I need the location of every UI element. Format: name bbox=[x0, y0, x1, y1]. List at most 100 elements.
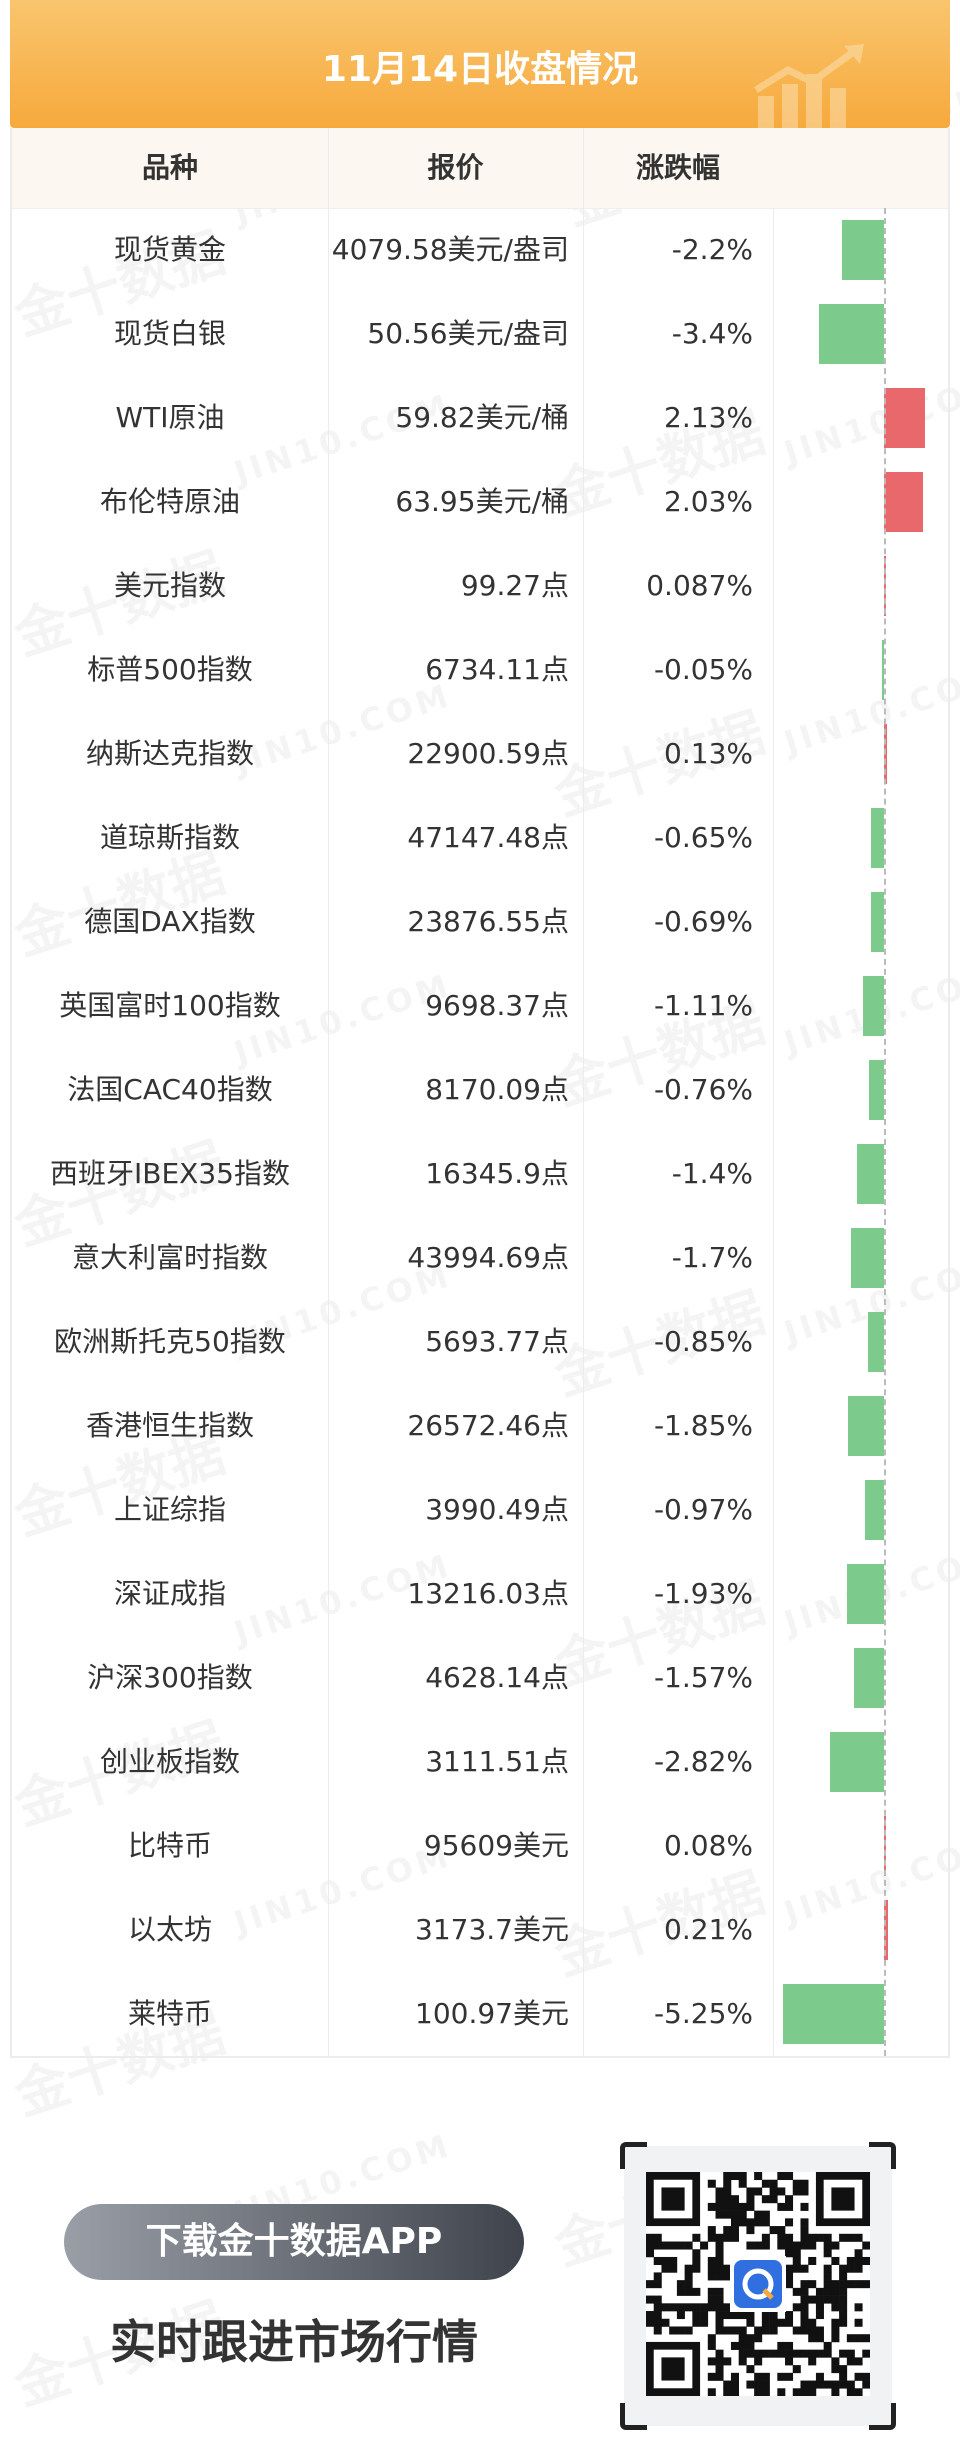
table-row: 创业板指数 3111.51点 -2.82% bbox=[12, 1720, 948, 1804]
instrument-change: 0.21% bbox=[664, 1913, 753, 1946]
instrument-change: -0.76% bbox=[653, 1073, 753, 1106]
qr-corner-mark bbox=[869, 2403, 896, 2430]
instrument-change: -2.82% bbox=[653, 1745, 753, 1778]
instrument-price: 50.56美元/盎司 bbox=[367, 317, 569, 350]
instrument-name: 欧洲斯托克50指数 bbox=[54, 1325, 286, 1358]
table-row: 布伦特原油 63.95美元/桶 2.03% bbox=[12, 460, 948, 544]
instrument-change: -0.85% bbox=[653, 1325, 753, 1358]
change-bar bbox=[882, 640, 884, 700]
instrument-name: 沪深300指数 bbox=[87, 1661, 253, 1694]
table-row: 现货白银 50.56美元/盎司 -3.4% bbox=[12, 292, 948, 376]
change-bar bbox=[869, 1060, 884, 1120]
instrument-change: -3.4% bbox=[671, 317, 753, 350]
instrument-change: -1.85% bbox=[653, 1409, 753, 1442]
change-bar bbox=[865, 1480, 884, 1540]
table-row: 英国富时100指数 9698.37点 -1.11% bbox=[12, 964, 948, 1048]
column-header-price: 报价 bbox=[427, 151, 484, 184]
trend-up-icon bbox=[754, 44, 864, 128]
change-bar bbox=[884, 388, 925, 448]
table-row: 法国CAC40指数 8170.09点 -0.76% bbox=[12, 1048, 948, 1132]
instrument-name: 布伦特原油 bbox=[99, 485, 240, 518]
slogan-text: 实时跟进市场行情 bbox=[110, 2315, 478, 2369]
instrument-name: 现货黄金 bbox=[113, 233, 226, 266]
table-row: 比特币 95609美元 0.08% bbox=[12, 1804, 948, 1888]
instrument-name: 意大利富时指数 bbox=[71, 1241, 268, 1274]
table-row: 美元指数 99.27点 0.087% bbox=[12, 544, 948, 628]
instrument-name: WTI原油 bbox=[115, 401, 225, 434]
instrument-price: 6734.11点 bbox=[425, 653, 569, 686]
instrument-change: -1.4% bbox=[671, 1157, 753, 1190]
instrument-price: 26572.46点 bbox=[407, 1409, 569, 1442]
qr-corner-mark bbox=[869, 2142, 896, 2169]
instrument-price: 59.82美元/桶 bbox=[395, 401, 569, 434]
instrument-change: -5.25% bbox=[653, 1997, 753, 2030]
instrument-change: -0.05% bbox=[653, 653, 753, 686]
instrument-name: 美元指数 bbox=[113, 569, 226, 602]
instrument-name: 创业板指数 bbox=[99, 1745, 240, 1778]
instrument-change: -1.93% bbox=[653, 1577, 753, 1610]
qr-corner-mark bbox=[620, 2142, 647, 2169]
instrument-price: 63.95美元/桶 bbox=[395, 485, 569, 518]
change-bar bbox=[818, 304, 884, 364]
table-row: 沪深300指数 4628.14点 -1.57% bbox=[12, 1636, 948, 1720]
change-bar bbox=[871, 808, 884, 868]
instrument-price: 22900.59点 bbox=[407, 737, 569, 770]
instrument-change: -0.65% bbox=[653, 821, 753, 854]
instrument-change: 0.087% bbox=[646, 569, 753, 602]
instrument-change: -2.2% bbox=[671, 233, 753, 266]
header-banner: 11月14日收盘情况 bbox=[10, 0, 950, 128]
instrument-price: 43994.69点 bbox=[407, 1241, 569, 1274]
instrument-name: 现货白银 bbox=[113, 317, 226, 350]
instrument-change: 2.03% bbox=[664, 485, 753, 518]
change-bar bbox=[783, 1984, 884, 2044]
table-row: 道琼斯指数 47147.48点 -0.65% bbox=[12, 796, 948, 880]
table-row: 现货黄金 4079.58美元/盎司 -2.2% bbox=[12, 208, 948, 292]
instrument-price: 23876.55点 bbox=[407, 905, 569, 938]
instrument-price: 95609美元 bbox=[423, 1829, 569, 1862]
instrument-price: 9698.37点 bbox=[425, 989, 569, 1022]
instrument-price: 47147.48点 bbox=[407, 821, 569, 854]
instrument-price: 5693.77点 bbox=[425, 1325, 569, 1358]
table-row: 德国DAX指数 23876.55点 -0.69% bbox=[12, 880, 948, 964]
instrument-change: -0.97% bbox=[653, 1493, 753, 1526]
change-bar bbox=[853, 1648, 884, 1708]
instrument-price: 13216.03点 bbox=[407, 1577, 569, 1610]
instrument-price: 100.97美元 bbox=[415, 1997, 569, 2030]
page-title: 11月14日收盘情况 bbox=[321, 49, 639, 90]
table-row: 深证成指 13216.03点 -1.93% bbox=[12, 1552, 948, 1636]
table-row: 纳斯达克指数 22900.59点 0.13% bbox=[12, 712, 948, 796]
instrument-name: 深证成指 bbox=[113, 1577, 226, 1610]
column-header-change: 涨跌幅 bbox=[635, 151, 720, 184]
table-row: 欧洲斯托克50指数 5693.77点 -0.85% bbox=[12, 1300, 948, 1384]
instrument-price: 3111.51点 bbox=[425, 1745, 569, 1778]
qr-code-icon[interactable] bbox=[646, 2172, 870, 2396]
table-row: 上证综指 3990.49点 -0.97% bbox=[12, 1468, 948, 1552]
instrument-change: -1.11% bbox=[653, 989, 753, 1022]
column-divider bbox=[328, 128, 329, 2056]
change-bar bbox=[841, 220, 884, 280]
instrument-name: 以太坊 bbox=[127, 1913, 212, 1946]
instrument-price: 4628.14点 bbox=[425, 1661, 569, 1694]
instrument-name: 比特币 bbox=[127, 1829, 212, 1862]
instrument-change: -0.69% bbox=[653, 905, 753, 938]
instrument-price: 99.27点 bbox=[460, 569, 569, 602]
change-bar bbox=[884, 1900, 889, 1960]
instrument-change: 2.13% bbox=[664, 401, 753, 434]
table-row: WTI原油 59.82美元/桶 2.13% bbox=[12, 376, 948, 460]
download-app-button[interactable]: 下载金十数据APP bbox=[64, 2204, 524, 2280]
instrument-name: 莱特币 bbox=[127, 1997, 212, 2030]
instrument-name: 纳斯达克指数 bbox=[85, 737, 254, 770]
jin10-logo-icon bbox=[734, 2260, 782, 2308]
instrument-name: 道琼斯指数 bbox=[99, 821, 240, 854]
instrument-price: 3990.49点 bbox=[425, 1493, 569, 1526]
instrument-price: 16345.9点 bbox=[425, 1157, 569, 1190]
quote-table: 品种 报价 涨跌幅 现货黄金 4079.58美元/盎司 -2.2% 现货白银 50.56… bbox=[10, 128, 950, 2058]
table-row: 西班牙IBEX35指数 16345.9点 -1.4% bbox=[12, 1132, 948, 1216]
bar-zero-axis bbox=[884, 208, 886, 2056]
change-bar bbox=[870, 892, 884, 952]
instrument-name: 标普500指数 bbox=[87, 653, 253, 686]
change-bar bbox=[884, 472, 924, 532]
table-row: 标普500指数 6734.11点 -0.05% bbox=[12, 628, 948, 712]
instrument-change: 0.08% bbox=[664, 1829, 753, 1862]
change-bar bbox=[848, 1396, 884, 1456]
